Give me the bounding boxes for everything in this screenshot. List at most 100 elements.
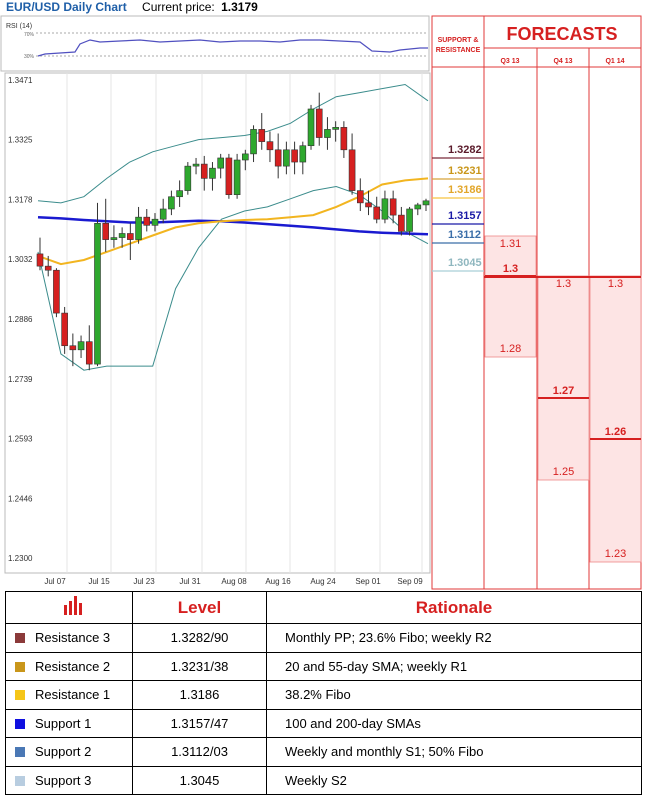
y-tick-label: 1.3178 bbox=[8, 196, 33, 205]
candle-body bbox=[348, 149, 356, 191]
candle-body bbox=[324, 129, 331, 138]
sr-title-line2: RESISTANCE bbox=[436, 47, 481, 54]
table-header-row: Level Rationale bbox=[5, 591, 642, 624]
sma-long-line bbox=[37, 215, 429, 236]
candle-body bbox=[315, 108, 323, 138]
candle-body bbox=[274, 149, 282, 167]
forecast-upper: 1.31 bbox=[500, 238, 521, 250]
candle-body bbox=[266, 141, 274, 151]
forecast-lower: 1.25 bbox=[553, 466, 574, 478]
level-name: Resistance 3 bbox=[35, 630, 111, 646]
y-tick-label: 1.2886 bbox=[8, 315, 33, 324]
candle-body bbox=[135, 216, 142, 240]
y-tick-label: 1.2593 bbox=[8, 434, 33, 443]
sr-level-value: 1.3282 bbox=[448, 144, 482, 156]
table-icon-cell bbox=[5, 591, 133, 624]
forecast-range-box bbox=[484, 235, 537, 358]
candle-body bbox=[299, 145, 307, 163]
candle-body bbox=[389, 198, 397, 216]
candle-body bbox=[168, 196, 175, 210]
level-value: 1.3231/38 bbox=[132, 651, 267, 681]
bar-chart-icon bbox=[63, 596, 82, 615]
candle-body bbox=[242, 153, 249, 161]
level-value: 1.3186 bbox=[132, 680, 267, 710]
level-color-swatch bbox=[15, 690, 25, 701]
y-tick-label: 1.2739 bbox=[8, 375, 33, 384]
level-name-cell: Resistance 2 bbox=[5, 651, 133, 681]
level-rationale: 38.2% Fibo bbox=[266, 680, 642, 710]
candle-body bbox=[143, 216, 151, 226]
candle-body bbox=[102, 222, 110, 240]
candle-body bbox=[127, 233, 134, 240]
candle-body bbox=[192, 163, 200, 167]
levels-table: Level Rationale Resistance 3 1.3282/90 Mon… bbox=[5, 591, 642, 795]
x-tick-label: Aug 08 bbox=[221, 577, 247, 586]
candle-body bbox=[233, 159, 241, 196]
level-name-cell: Support 2 bbox=[5, 737, 133, 767]
candle-body bbox=[159, 208, 167, 220]
rsi-30-label: 30% bbox=[24, 54, 35, 60]
y-tick-label: 1.2446 bbox=[8, 494, 33, 503]
level-name: Support 3 bbox=[35, 772, 92, 788]
x-tick-label: Aug 16 bbox=[265, 577, 291, 586]
forecast-mid: 1.27 bbox=[553, 385, 574, 397]
level-rationale: Weekly and monthly S1; 50% Fibo bbox=[266, 737, 642, 767]
level-color-swatch bbox=[15, 747, 25, 758]
forecast-col-label: Q4 13 bbox=[553, 58, 572, 65]
level-color-swatch bbox=[15, 661, 25, 672]
chart-header: EUR/USD Daily Chart Current price: 1.317… bbox=[6, 0, 258, 16]
level-name-cell: Support 3 bbox=[5, 765, 133, 795]
candle-body bbox=[69, 345, 77, 351]
forecast-mid: 1.3 bbox=[503, 263, 518, 275]
candle-body bbox=[283, 149, 290, 167]
candle-body bbox=[414, 204, 422, 210]
level-value: 1.3112/03 bbox=[132, 737, 267, 767]
sr-level-value: 1.3231 bbox=[448, 165, 482, 177]
level-name: Resistance 2 bbox=[35, 658, 111, 674]
x-tick-label: Aug 24 bbox=[310, 577, 336, 586]
forecast-range-box bbox=[537, 275, 590, 481]
sr-level-value: 1.3112 bbox=[448, 229, 481, 241]
level-color-swatch bbox=[15, 718, 25, 729]
candle-body bbox=[176, 190, 183, 198]
candle-body bbox=[250, 129, 257, 155]
candle-body bbox=[406, 208, 413, 232]
table-row: Resistance 3 1.3282/90 Monthly PP; 23.6% F… bbox=[5, 623, 642, 653]
x-tick-label: Jul 07 bbox=[44, 577, 66, 586]
candle-body bbox=[151, 218, 159, 226]
sr-level-value: 1.3045 bbox=[448, 257, 482, 269]
candle-body bbox=[422, 200, 430, 206]
level-rationale: Monthly PP; 23.6% Fibo; weekly R2 bbox=[266, 623, 642, 653]
table-row: Support 1 1.3157/47 100 and 200-day SMAs bbox=[5, 708, 642, 738]
forecast-mid: 1.26 bbox=[605, 426, 626, 438]
forecast-col-label: Q3 13 bbox=[500, 58, 519, 65]
rsi-panel-frame bbox=[0, 15, 430, 72]
candle-body bbox=[365, 202, 372, 208]
table-row: Support 2 1.3112/03 Weekly and monthly S1;… bbox=[5, 737, 642, 767]
level-color-swatch bbox=[15, 775, 25, 786]
y-tick-label: 1.3325 bbox=[8, 136, 33, 145]
level-name: Resistance 1 bbox=[35, 687, 111, 703]
forecast-lower: 1.23 bbox=[605, 548, 626, 560]
rsi-70-label: 70% bbox=[24, 32, 35, 38]
candle-body bbox=[381, 198, 389, 220]
candle-body bbox=[110, 237, 118, 240]
candle-body bbox=[53, 269, 60, 314]
candle-body bbox=[85, 341, 93, 365]
rsi-line bbox=[37, 39, 428, 57]
candle-body bbox=[217, 157, 224, 169]
candle-body bbox=[209, 167, 216, 179]
rsi-label: RSI (14) bbox=[6, 23, 32, 30]
forecast-upper: 1.3 bbox=[608, 278, 623, 290]
candle-body bbox=[200, 163, 208, 179]
current-price-label: Current price: bbox=[142, 0, 215, 14]
candle-body bbox=[77, 341, 85, 351]
level-name: Support 1 bbox=[35, 715, 92, 731]
level-rationale: 100 and 200-day SMAs bbox=[266, 708, 642, 738]
candle-body bbox=[332, 127, 339, 130]
candle-body bbox=[44, 265, 52, 271]
level-header: Level bbox=[132, 591, 267, 624]
candle-body bbox=[356, 190, 364, 204]
table-row: Resistance 2 1.3231/38 20 and 55-day SMA; … bbox=[5, 651, 642, 681]
sr-level-value: 1.3157 bbox=[448, 210, 482, 222]
